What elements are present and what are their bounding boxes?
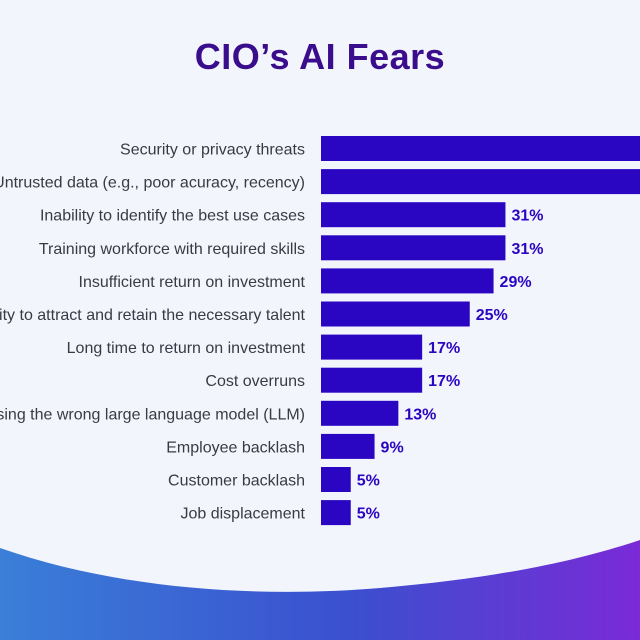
category-label-9: Choosing the wrong large language model … (0, 406, 305, 423)
bar-9 (321, 400, 399, 426)
category-label-10: Employee backlash (166, 439, 305, 456)
bar-4 (321, 235, 506, 261)
chart-title: CIO’s AI Fears (194, 36, 446, 77)
value-label-9: 13% (404, 406, 436, 423)
value-label-8: 17% (428, 373, 460, 390)
value-label-7: 17% (428, 340, 460, 357)
bar-1 (321, 136, 640, 161)
bar-5 (321, 268, 494, 294)
category-label-6: Inability to attract and retain the nece… (0, 307, 306, 324)
bar-6 (321, 301, 470, 327)
value-label-12: 5% (357, 506, 380, 523)
value-label-5: 29% (500, 274, 532, 291)
category-label-7: Long time to return on investment (67, 340, 306, 357)
category-label-5: Insufficient return on investment (79, 274, 306, 291)
category-label-1: Security or privacy threats (120, 142, 305, 159)
category-label-11: Customer backlash (168, 473, 305, 490)
bar-10 (321, 433, 375, 459)
category-label-2: Untrusted data (e.g., poor acuracy, rece… (0, 175, 305, 192)
background-wave-shape (0, 540, 640, 640)
bar-11 (321, 467, 351, 492)
value-label-4: 31% (511, 241, 543, 258)
category-label-12: Job displacement (180, 506, 305, 523)
value-label-10: 9% (381, 439, 404, 456)
bar-12 (321, 500, 351, 526)
bar-3 (321, 202, 506, 228)
category-label-3: Inability to identify the best use cases (40, 208, 305, 225)
category-label-8: Cost overruns (205, 373, 305, 390)
category-label-4: Training workforce with required skills (39, 241, 305, 258)
bar-7 (321, 334, 423, 360)
value-label-3: 31% (511, 208, 543, 225)
value-label-6: 25% (476, 307, 508, 324)
bar-8 (321, 367, 423, 393)
bar-2 (321, 169, 640, 195)
value-label-11: 5% (357, 473, 380, 490)
